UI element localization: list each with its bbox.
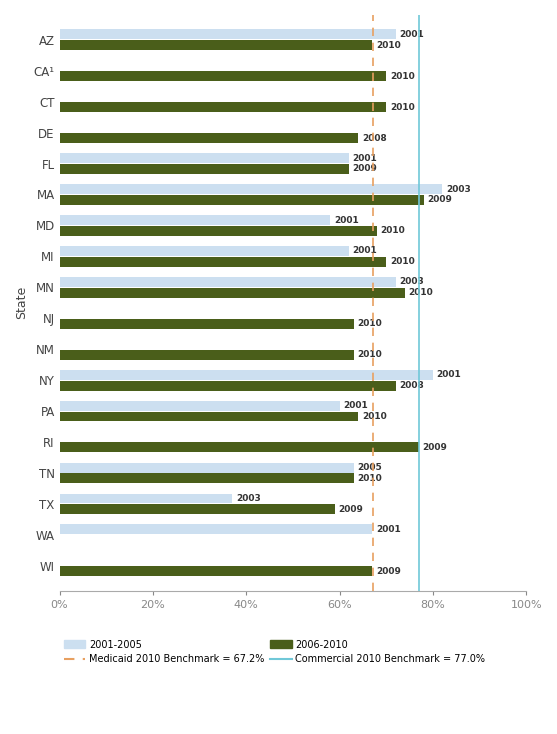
Bar: [60, 381, 395, 390]
Bar: [60, 349, 354, 360]
Bar: [60, 246, 349, 256]
Bar: [60, 215, 330, 225]
Bar: [60, 257, 386, 266]
Bar: [60, 566, 372, 576]
Bar: [60, 164, 349, 174]
Text: 2010: 2010: [362, 412, 387, 421]
Text: 2005: 2005: [357, 463, 382, 472]
Bar: [60, 319, 354, 329]
Text: 2001: 2001: [376, 525, 400, 534]
Bar: [60, 504, 335, 515]
Bar: [60, 288, 405, 298]
Text: 2010: 2010: [357, 350, 382, 359]
Bar: [60, 370, 433, 379]
Text: 2010: 2010: [390, 103, 414, 112]
Text: 2009: 2009: [339, 505, 364, 514]
Text: 2001: 2001: [437, 370, 461, 379]
Text: 2010: 2010: [380, 226, 405, 236]
Text: 2001: 2001: [353, 153, 377, 163]
Text: 2009: 2009: [376, 567, 401, 575]
Bar: [60, 473, 354, 483]
Text: 2001: 2001: [334, 216, 359, 225]
Text: 2010: 2010: [390, 258, 414, 266]
Bar: [60, 401, 340, 410]
Text: 2001: 2001: [399, 30, 424, 39]
Bar: [60, 277, 395, 287]
Text: 2010: 2010: [409, 288, 433, 297]
Text: 2001: 2001: [343, 401, 368, 410]
Text: 2001: 2001: [353, 247, 377, 255]
Text: 2009: 2009: [353, 164, 378, 173]
Bar: [60, 462, 354, 473]
Bar: [60, 184, 442, 194]
Bar: [60, 195, 423, 205]
Bar: [60, 412, 358, 421]
Bar: [60, 133, 358, 143]
Bar: [60, 102, 386, 112]
Bar: [60, 153, 349, 163]
Text: 2010: 2010: [357, 319, 382, 328]
Bar: [60, 525, 372, 534]
Bar: [60, 493, 232, 504]
Y-axis label: State: State: [15, 286, 28, 319]
Bar: [60, 29, 395, 40]
Bar: [60, 40, 372, 50]
Text: 2008: 2008: [362, 134, 387, 142]
Legend: 2001-2005, Medicaid 2010 Benchmark = 67.2%, 2006-2010, Commercial 2010 Benchmark: 2001-2005, Medicaid 2010 Benchmark = 67.…: [60, 636, 489, 669]
Text: 2010: 2010: [357, 474, 382, 483]
Text: 2009: 2009: [427, 195, 452, 204]
Bar: [60, 226, 377, 236]
Text: 2003: 2003: [399, 277, 424, 286]
Bar: [60, 71, 386, 81]
Text: 2010: 2010: [390, 72, 414, 81]
Text: 2003: 2003: [236, 494, 261, 503]
Text: 2003: 2003: [446, 184, 471, 194]
Bar: [60, 443, 419, 452]
Text: 2008: 2008: [399, 381, 424, 390]
Text: 2010: 2010: [376, 40, 400, 50]
Text: 2009: 2009: [423, 443, 447, 452]
